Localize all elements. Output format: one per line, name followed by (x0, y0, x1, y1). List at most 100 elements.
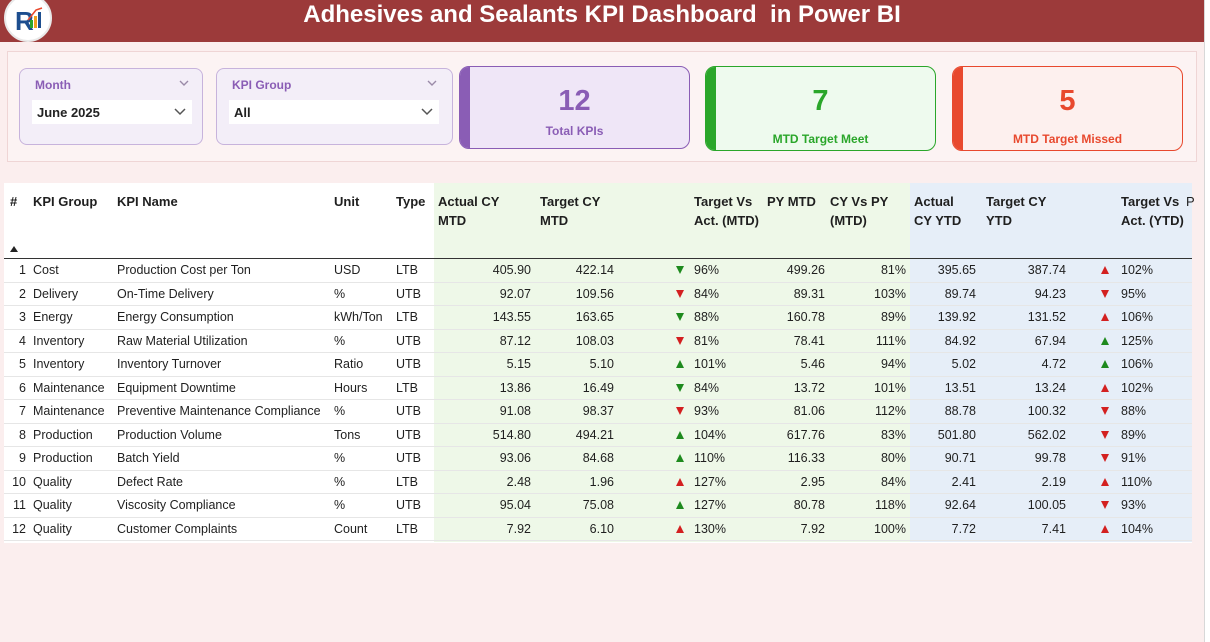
table-row[interactable]: 8 Production Production Volume Tons UTB 514.8… (4, 424, 1192, 447)
cell-target-cy-ytd: 4.72 (1041, 357, 1066, 371)
cell-actual-cy-mtd: 91.08 (499, 404, 531, 418)
cell-target-cy-mtd: 6.10 (589, 521, 614, 536)
sort-ascending-icon[interactable] (10, 246, 18, 252)
cell-actual-cy-ytd: 90.71 (944, 451, 976, 465)
arrow-down-red-icon (676, 407, 684, 415)
cell-cy-vs-py-mtd: 83% (880, 427, 906, 442)
col-header-actual-cy-mtd[interactable]: Actual CY MTD (438, 194, 500, 228)
table-row[interactable]: 5 Inventory Inventory Turnover Ratio UTB 5.15… (4, 353, 1192, 377)
col-header-unit[interactable]: Unit (334, 194, 360, 209)
col-header-actual-cy-ytd[interactable]: Actual CY YTD (914, 194, 962, 228)
logo-icon: R (4, 0, 52, 42)
cell-actual-cy-mtd: 514.80 (492, 427, 531, 442)
col-header-kpi-name[interactable]: KPI Name (117, 194, 178, 209)
table-row[interactable]: 4 Inventory Raw Material Utilization% UTB 87… (4, 330, 1192, 353)
arrow-up-green-icon (1101, 360, 1109, 368)
mtd-target-missed-label: MTD Target Missed (1012, 132, 1123, 146)
month-slicer[interactable]: Month June 2025 (19, 68, 203, 145)
cell-target-vs-act-mtd: 84% (694, 380, 720, 395)
cell-target-cy-mtd: 109.56 (575, 286, 614, 301)
cell-cy-vs-py-mtd: 103% (874, 286, 906, 301)
table-row[interactable]: 1 Cost Production Cost per Ton USD LTB 405.90… (4, 259, 1192, 283)
cell-target-vs-act-mtd: 93% (694, 404, 720, 418)
cell-actual-cy-mtd: 93.06 (499, 451, 531, 465)
cell-num: 7 (19, 404, 26, 418)
table-row[interactable]: 7 Maintenance Preventive Maintenance Compl… (4, 400, 1192, 424)
month-dropdown[interactable]: June 2025 (32, 100, 192, 124)
kpi-group-slicer[interactable]: KPI Group All (216, 68, 453, 145)
col-header-target-cy-mtd[interactable]: Target CY MTD (540, 194, 601, 228)
scrollbar-track[interactable] (1204, 0, 1210, 642)
cell-kpi-name: Batch Yield (117, 451, 180, 465)
cell-unit: USD (334, 263, 361, 277)
cell-py-mtd: 499.26 (786, 263, 825, 277)
cell-unit: Hours (334, 380, 368, 395)
arrow-up-green-icon (676, 360, 684, 368)
cell-kpi-group: Quality (33, 474, 72, 489)
cell-kpi-group: Quality (33, 521, 72, 536)
cell-type: LTB (396, 521, 418, 536)
mtd-target-missed-card: 5 MTD Target Missed (952, 66, 1183, 151)
cell-target-vs-act-ytd: 125% (1121, 333, 1153, 348)
col-header-target-vs-act-mtd[interactable]: Target Vs Act. (MTD) (694, 194, 759, 228)
cell-num: 9 (19, 451, 26, 465)
table-row[interactable]: 12 Quality Customer Complaints Count LTB 7.92… (4, 518, 1192, 541)
cell-actual-cy-ytd: 2.41 (951, 474, 976, 489)
cell-target-vs-act-mtd: 127% (694, 474, 726, 489)
arrow-down-green-icon (676, 266, 684, 274)
table-row[interactable]: 3 Energy Energy Consumption kWh/Ton LTB 143.5… (4, 306, 1192, 330)
mtd-column-band (434, 183, 910, 542)
cell-target-cy-mtd: 16.49 (582, 380, 614, 395)
col-header-kpi-group[interactable]: KPI Group (33, 194, 98, 209)
kpi-group-dropdown[interactable]: All (229, 100, 439, 124)
arrow-down-red-icon (1101, 289, 1109, 298)
arrow-up-red-icon (1101, 383, 1109, 392)
col-header-type[interactable]: Type (396, 194, 426, 209)
cell-target-vs-act-ytd: 102% (1121, 263, 1153, 277)
arrow-up-green-icon (676, 430, 684, 439)
cell-kpi-group: Inventory (33, 333, 85, 348)
arrow-down-red-icon (1101, 430, 1109, 439)
chevron-down-icon[interactable] (420, 106, 434, 118)
cell-target-vs-act-mtd: 81% (694, 333, 720, 348)
cell-target-vs-act-ytd: 102% (1121, 380, 1153, 395)
chevron-down-icon[interactable] (178, 77, 190, 89)
col-header-cy-vs-py-mtd[interactable]: CY Vs PY (MTD) (830, 194, 889, 228)
cell-kpi-group: Delivery (33, 286, 79, 301)
cell-num: 11 (13, 498, 26, 512)
cell-kpi-name: Inventory Turnover (117, 357, 222, 371)
cell-kpi-name: Defect Rate (117, 474, 184, 489)
chevron-down-icon[interactable] (173, 106, 187, 118)
cell-type: LTB (396, 380, 418, 395)
cell-type: UTB (396, 357, 421, 371)
cell-num: 2 (19, 286, 26, 301)
cell-cy-vs-py-mtd: 80% (880, 451, 906, 465)
table-row[interactable]: 6 Maintenance Equipment Downtime Hours LTB 13… (4, 377, 1192, 400)
cell-kpi-group: Energy (33, 310, 73, 324)
cell-target-vs-act-mtd: 110% (694, 451, 726, 465)
chevron-down-icon[interactable] (426, 77, 438, 89)
cell-type: LTB (396, 474, 418, 489)
cell-unit: % (334, 286, 346, 301)
arrow-down-red-icon (1101, 501, 1109, 509)
cell-target-vs-act-mtd: 104% (694, 427, 726, 442)
cell-target-vs-act-mtd: 84% (694, 286, 720, 301)
col-header-num[interactable]: # (10, 194, 18, 209)
table-row[interactable]: 11 Quality Viscosity Compliance% UTB 95.04 75… (4, 494, 1192, 518)
arrow-up-red-icon (1101, 313, 1109, 321)
cell-actual-cy-ytd: 89.74 (944, 286, 976, 301)
cell-py-mtd: 160.78 (786, 310, 825, 324)
table-row[interactable]: 9 Production Batch Yield% UTB 93.06 84.68 110%… (4, 447, 1192, 471)
cell-target-cy-ytd: 2.19 (1041, 474, 1066, 489)
col-header-target-vs-act-ytd[interactable]: Target Vs Act. (YTD) (1121, 194, 1184, 228)
cell-kpi-name: Preventive Maintenance Compliance (117, 404, 321, 418)
col-header-target-cy-ytd[interactable]: Target CY YTD (986, 194, 1047, 228)
cell-py-mtd: 89.31 (793, 286, 825, 301)
arrow-up-red-icon (676, 524, 684, 533)
table-row[interactable]: 10 Quality Defect Rate% LTB 2.48 1.96 127% 2.95… (4, 471, 1192, 494)
cell-py-mtd: 5.46 (800, 357, 825, 371)
col-header-py-mtd[interactable]: PY MTD (767, 194, 816, 209)
table-row[interactable]: 2 Delivery On-Time Delivery% UTB 92.07 109.56… (4, 283, 1192, 306)
table-body: 1 Cost Production Cost per Ton USD LTB 405.90… (4, 259, 1192, 541)
cell-target-vs-act-ytd: 89% (1121, 427, 1147, 442)
